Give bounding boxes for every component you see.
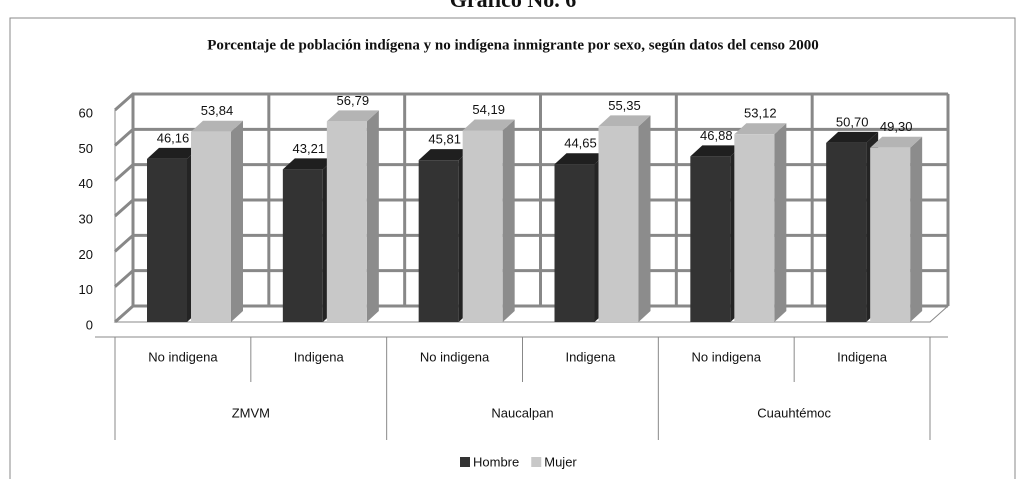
bar-side [366,110,379,322]
value-label: 43,21 [293,141,326,156]
legend-label: Mujer [544,454,577,469]
y-tick-label: 0 [86,317,93,332]
y-tick-label: 30 [79,211,93,226]
legend-swatch [531,457,542,467]
group-label: Cuauhtémoc [757,405,831,420]
bar-side [638,115,651,323]
bar-top [826,131,879,143]
bar [418,160,459,322]
y-tick-label: 60 [79,105,93,120]
x-tick-label: Indigena [837,349,888,364]
bar [870,147,911,322]
bar-top [147,147,199,159]
bar [147,158,187,322]
bar [462,130,503,322]
value-label: 55,35 [608,98,641,113]
value-label: 44,65 [564,136,597,151]
value-label: 46,16 [157,130,190,145]
bar-side [910,136,923,322]
chart-title: Porcentaje de población indígena y no in… [207,37,819,53]
bar-side [774,123,787,323]
value-label: 50,70 [836,114,869,129]
bar [690,156,731,322]
bar-top [554,153,607,165]
value-label: 56,79 [337,93,370,108]
bar-top [690,145,743,157]
x-tick-label: No indigena [692,349,762,364]
y-tick-label: 10 [79,282,93,297]
value-label: 49,30 [880,119,913,134]
bar-top [462,119,515,131]
x-tick-label: Indigena [294,349,345,364]
value-label: 45,81 [428,132,461,147]
y-tick-label: 20 [79,247,93,262]
bar-side [502,119,515,323]
bar-top [282,158,335,170]
legend-swatch [460,457,470,467]
bar-side [231,120,243,322]
bar [554,164,595,322]
value-label: 53,12 [744,106,777,121]
value-label: 46,88 [700,128,733,143]
x-tick-label: No indigena [420,349,490,364]
x-tick-label: Indigena [565,349,616,364]
group-label: Naucalpan [491,405,553,420]
bar [326,121,367,322]
bar-top [191,120,243,132]
legend-label: Hombre [473,454,519,469]
bar-top [870,136,923,148]
group-label: ZMVM [232,405,270,420]
bar-top [598,115,651,127]
y-tick-label: 40 [79,176,93,191]
page-heading: Gráfico No. 6 [450,0,576,12]
bar [282,169,323,322]
bar-top [326,110,379,122]
y-tick-label: 50 [79,141,93,156]
bar [598,126,639,323]
x-tick-label: No indigena [148,349,218,364]
bar-top [418,149,471,161]
bar [191,131,231,322]
chart-frame [9,17,1016,484]
bar [826,142,867,322]
value-label: 53,84 [201,103,234,118]
bar-top [734,123,787,135]
value-label: 54,19 [472,102,505,117]
bar [734,134,775,322]
